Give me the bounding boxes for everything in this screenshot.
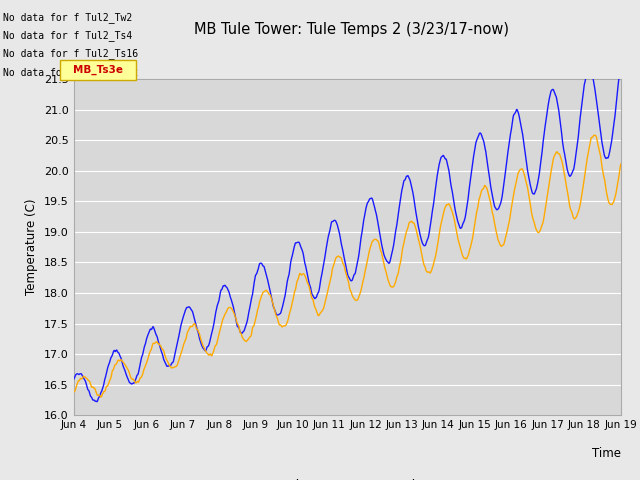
Y-axis label: Temperature (C): Temperature (C) (26, 199, 38, 296)
Text: No data for f Tul2_Ts16: No data for f Tul2_Ts16 (3, 48, 138, 60)
Text: No data for f Tul2_Ts32: No data for f Tul2_Ts32 (3, 67, 138, 78)
Text: No data for f Tul2_Ts4: No data for f Tul2_Ts4 (3, 30, 132, 41)
Text: No data for f Tul2_Tw2: No data for f Tul2_Tw2 (3, 12, 132, 23)
Text: MB_Ts3e: MB_Ts3e (72, 65, 123, 75)
Text: MB Tule Tower: Tule Temps 2 (3/23/17-now): MB Tule Tower: Tule Temps 2 (3/23/17-now… (195, 22, 509, 36)
Legend: Tul2_Ts-2, Tul2_Ts-8: Tul2_Ts-2, Tul2_Ts-8 (236, 474, 459, 480)
Text: Time: Time (592, 447, 621, 460)
